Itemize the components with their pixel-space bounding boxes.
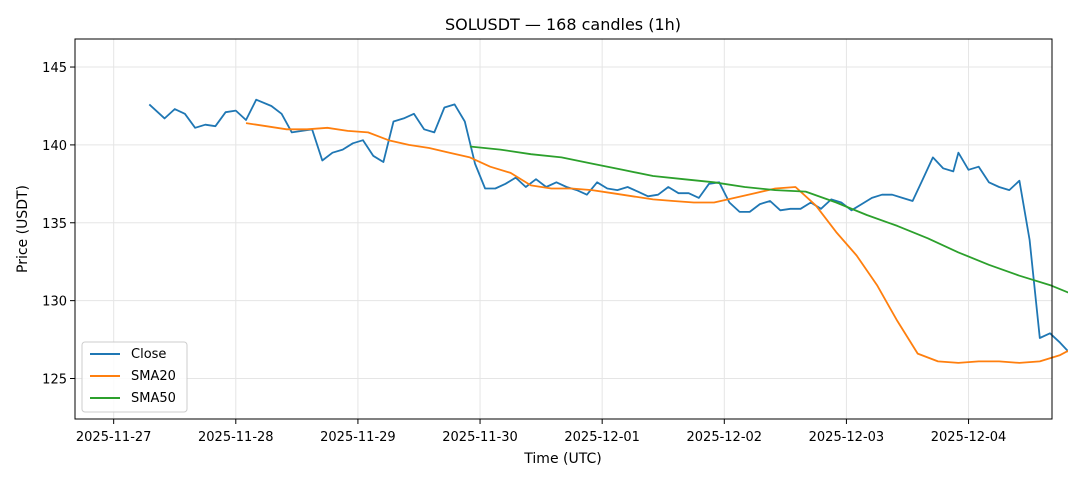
x-tick-label: 2025-12-02 bbox=[687, 430, 763, 445]
x-tick-label: 2025-11-29 bbox=[320, 430, 396, 445]
x-axis-label: Time (UTC) bbox=[523, 451, 601, 467]
y-axis: 125 130 135 140 145 bbox=[42, 61, 75, 388]
x-tick-label: 2025-11-30 bbox=[442, 430, 518, 445]
series-layer bbox=[148, 98, 1068, 364]
series-line-sma50 bbox=[469, 145, 1068, 294]
chart-title: SOLUSDT — 168 candles (1h) bbox=[445, 15, 681, 34]
legend-sma50-label: SMA50 bbox=[131, 391, 176, 406]
y-tick-label: 135 bbox=[42, 217, 67, 232]
x-axis: 2025-11-27 2025-11-28 2025-11-29 2025-11-30… bbox=[76, 419, 1006, 445]
y-tick-label: 145 bbox=[42, 61, 67, 76]
x-tick-label: 2025-11-27 bbox=[76, 430, 152, 445]
x-tick-label: 2025-12-01 bbox=[564, 430, 640, 445]
y-tick-label: 140 bbox=[42, 139, 67, 154]
y-tick-label: 125 bbox=[42, 373, 67, 388]
legend-close-label: Close bbox=[131, 347, 166, 362]
y-axis-label: Price (USDT) bbox=[15, 185, 31, 273]
x-tick-label: 2025-12-03 bbox=[809, 430, 885, 445]
legend: Close SMA20 SMA50 bbox=[81, 341, 188, 413]
legend-box bbox=[81, 341, 188, 413]
x-tick-label: 2025-11-28 bbox=[198, 430, 274, 445]
series-line-close bbox=[148, 98, 1068, 353]
plot-area-frame bbox=[74, 38, 1053, 420]
series-line-sma20 bbox=[245, 122, 1068, 364]
legend-sma20-label: SMA20 bbox=[131, 369, 176, 384]
x-tick-label: 2025-12-04 bbox=[931, 430, 1007, 445]
grid-lines bbox=[75, 39, 1052, 419]
y-tick-label: 130 bbox=[42, 295, 67, 310]
